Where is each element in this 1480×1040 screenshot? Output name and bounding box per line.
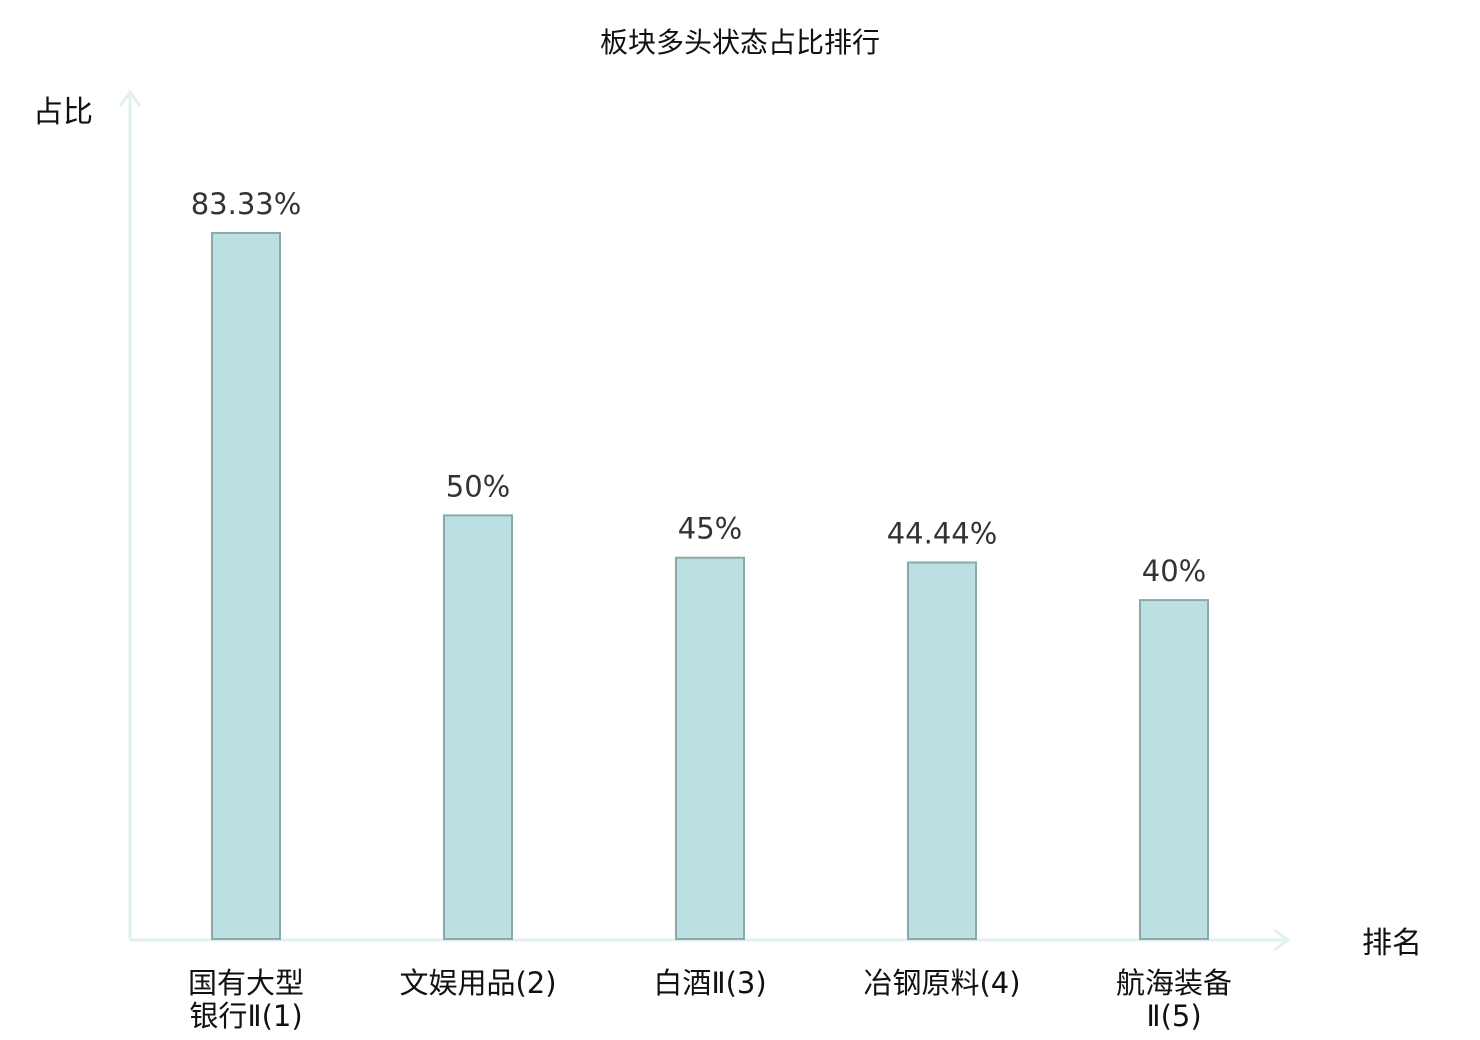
bar-2 xyxy=(443,514,513,941)
category-label-4: 冶钢原料(4) xyxy=(863,966,1020,1000)
value-label-5: 40% xyxy=(1142,554,1206,588)
chart-title: 板块多头状态占比排行 xyxy=(600,26,880,59)
value-label-4: 44.44% xyxy=(887,517,998,551)
category-label-2: 文娱用品(2) xyxy=(399,966,556,1000)
value-label-3: 45% xyxy=(678,512,742,546)
category-label-5-line-1: 航海装备 xyxy=(1116,966,1232,1000)
axes xyxy=(118,89,1291,952)
bar-5 xyxy=(1139,599,1209,940)
category-label-1-line-2: 银行Ⅱ(1) xyxy=(189,999,302,1033)
y-axis-arrow xyxy=(118,89,142,107)
bar-1 xyxy=(211,232,281,940)
category-label-5-line-2: Ⅱ(5) xyxy=(1146,999,1201,1033)
x-axis-arrow xyxy=(1273,928,1291,952)
bar-3 xyxy=(675,556,745,940)
value-label-1: 83.33% xyxy=(191,187,302,221)
value-labels-group: 83.33% 50% 45% 44.44% 40% xyxy=(191,187,1207,588)
category-label-3: 白酒Ⅱ(3) xyxy=(653,966,766,1000)
value-label-2: 50% xyxy=(446,469,510,503)
bars-group xyxy=(211,232,1209,941)
category-label-1-line-1: 国有大型 xyxy=(188,966,304,1000)
x-axis-label: 排名 xyxy=(1362,926,1422,961)
y-axis-label: 占比 xyxy=(33,95,93,130)
bar-4 xyxy=(907,561,977,940)
